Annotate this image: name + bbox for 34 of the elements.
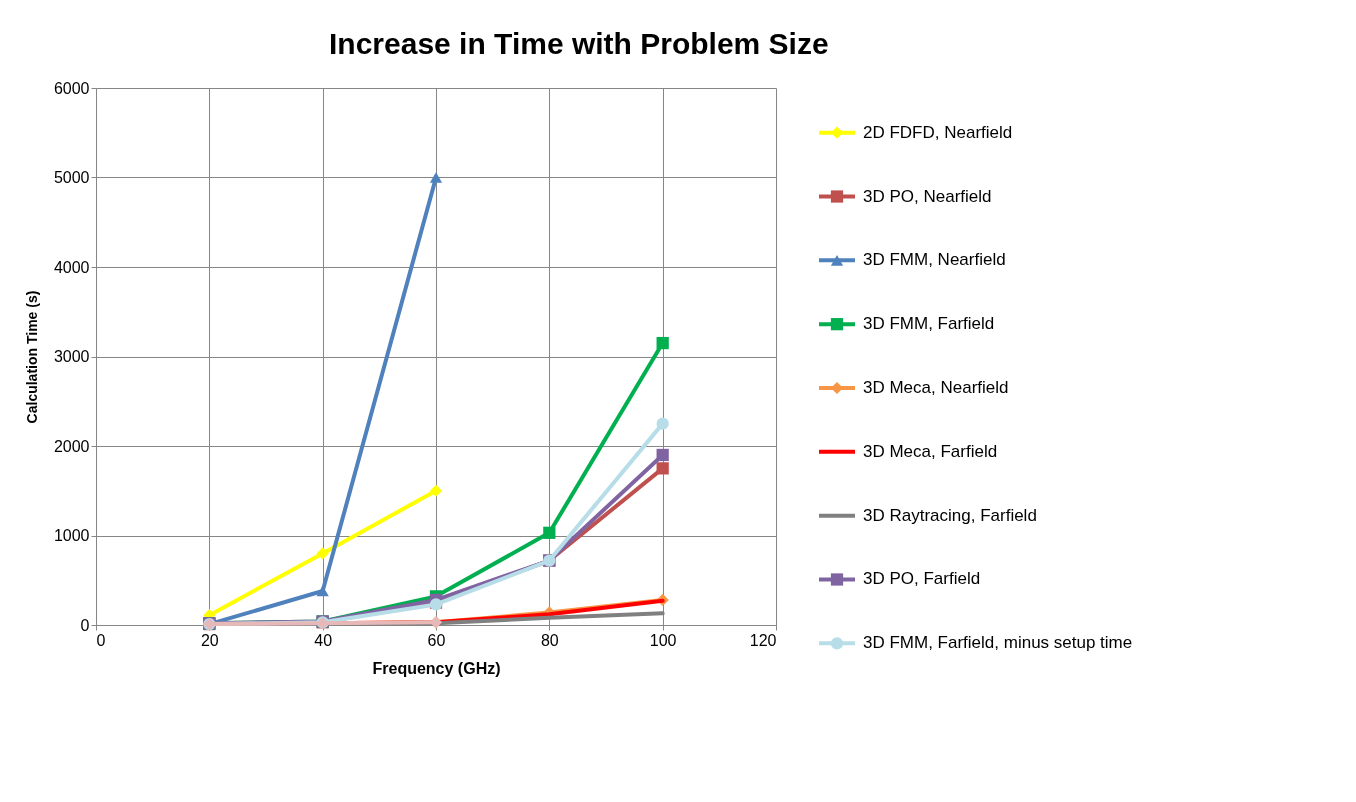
legend-label: 3D FMM, Farfield [863,314,995,334]
point [656,462,669,475]
y-axis-title: Calculation Time (s) [23,290,40,424]
legend-label: 3D Raytracing, Farfield [863,505,1037,525]
x-tick-label: 0 [96,631,106,649]
y-tick-label: 3000 [53,348,90,365]
legend-label: 3D FMM, Nearfield [863,250,1006,270]
y-tick-label: 5000 [53,169,90,186]
x-tick-label: 100 [649,631,677,649]
y-tick-label: 6000 [53,79,90,97]
x-tick-label: 40 [314,631,333,649]
legend-label: 3D Meca, Nearfield [863,378,1009,397]
y-tick-label: 1000 [53,527,90,544]
legend-label: 2D FDFD, Nearfield [863,122,1013,142]
x-tick-label: 120 [749,631,777,649]
point [543,526,556,539]
x-axis-title: Frequency (GHz) [372,659,501,677]
point [656,336,669,350]
x-tick-label: 60 [427,631,446,649]
y-tick-label: 2000 [53,437,90,455]
legend-label: 3D Meca, Farfield [863,441,998,461]
x-tick-label: 80 [540,631,559,649]
legend-label: 3D FMM, Farfield, minus setup time [863,633,1133,653]
y-tick-label: 4000 [53,258,90,276]
point [429,172,443,183]
y-tick-label: 0 [80,616,90,634]
x-tick-label: 20 [200,631,219,649]
point [656,448,669,462]
legend-label: 3D PO, Nearfield [863,186,992,206]
point [656,417,669,430]
legend-label: 3D PO, Farfield [863,569,981,589]
point [316,547,329,560]
chart-title: Increase in Time with Problem Size [329,27,829,60]
point [429,484,443,497]
